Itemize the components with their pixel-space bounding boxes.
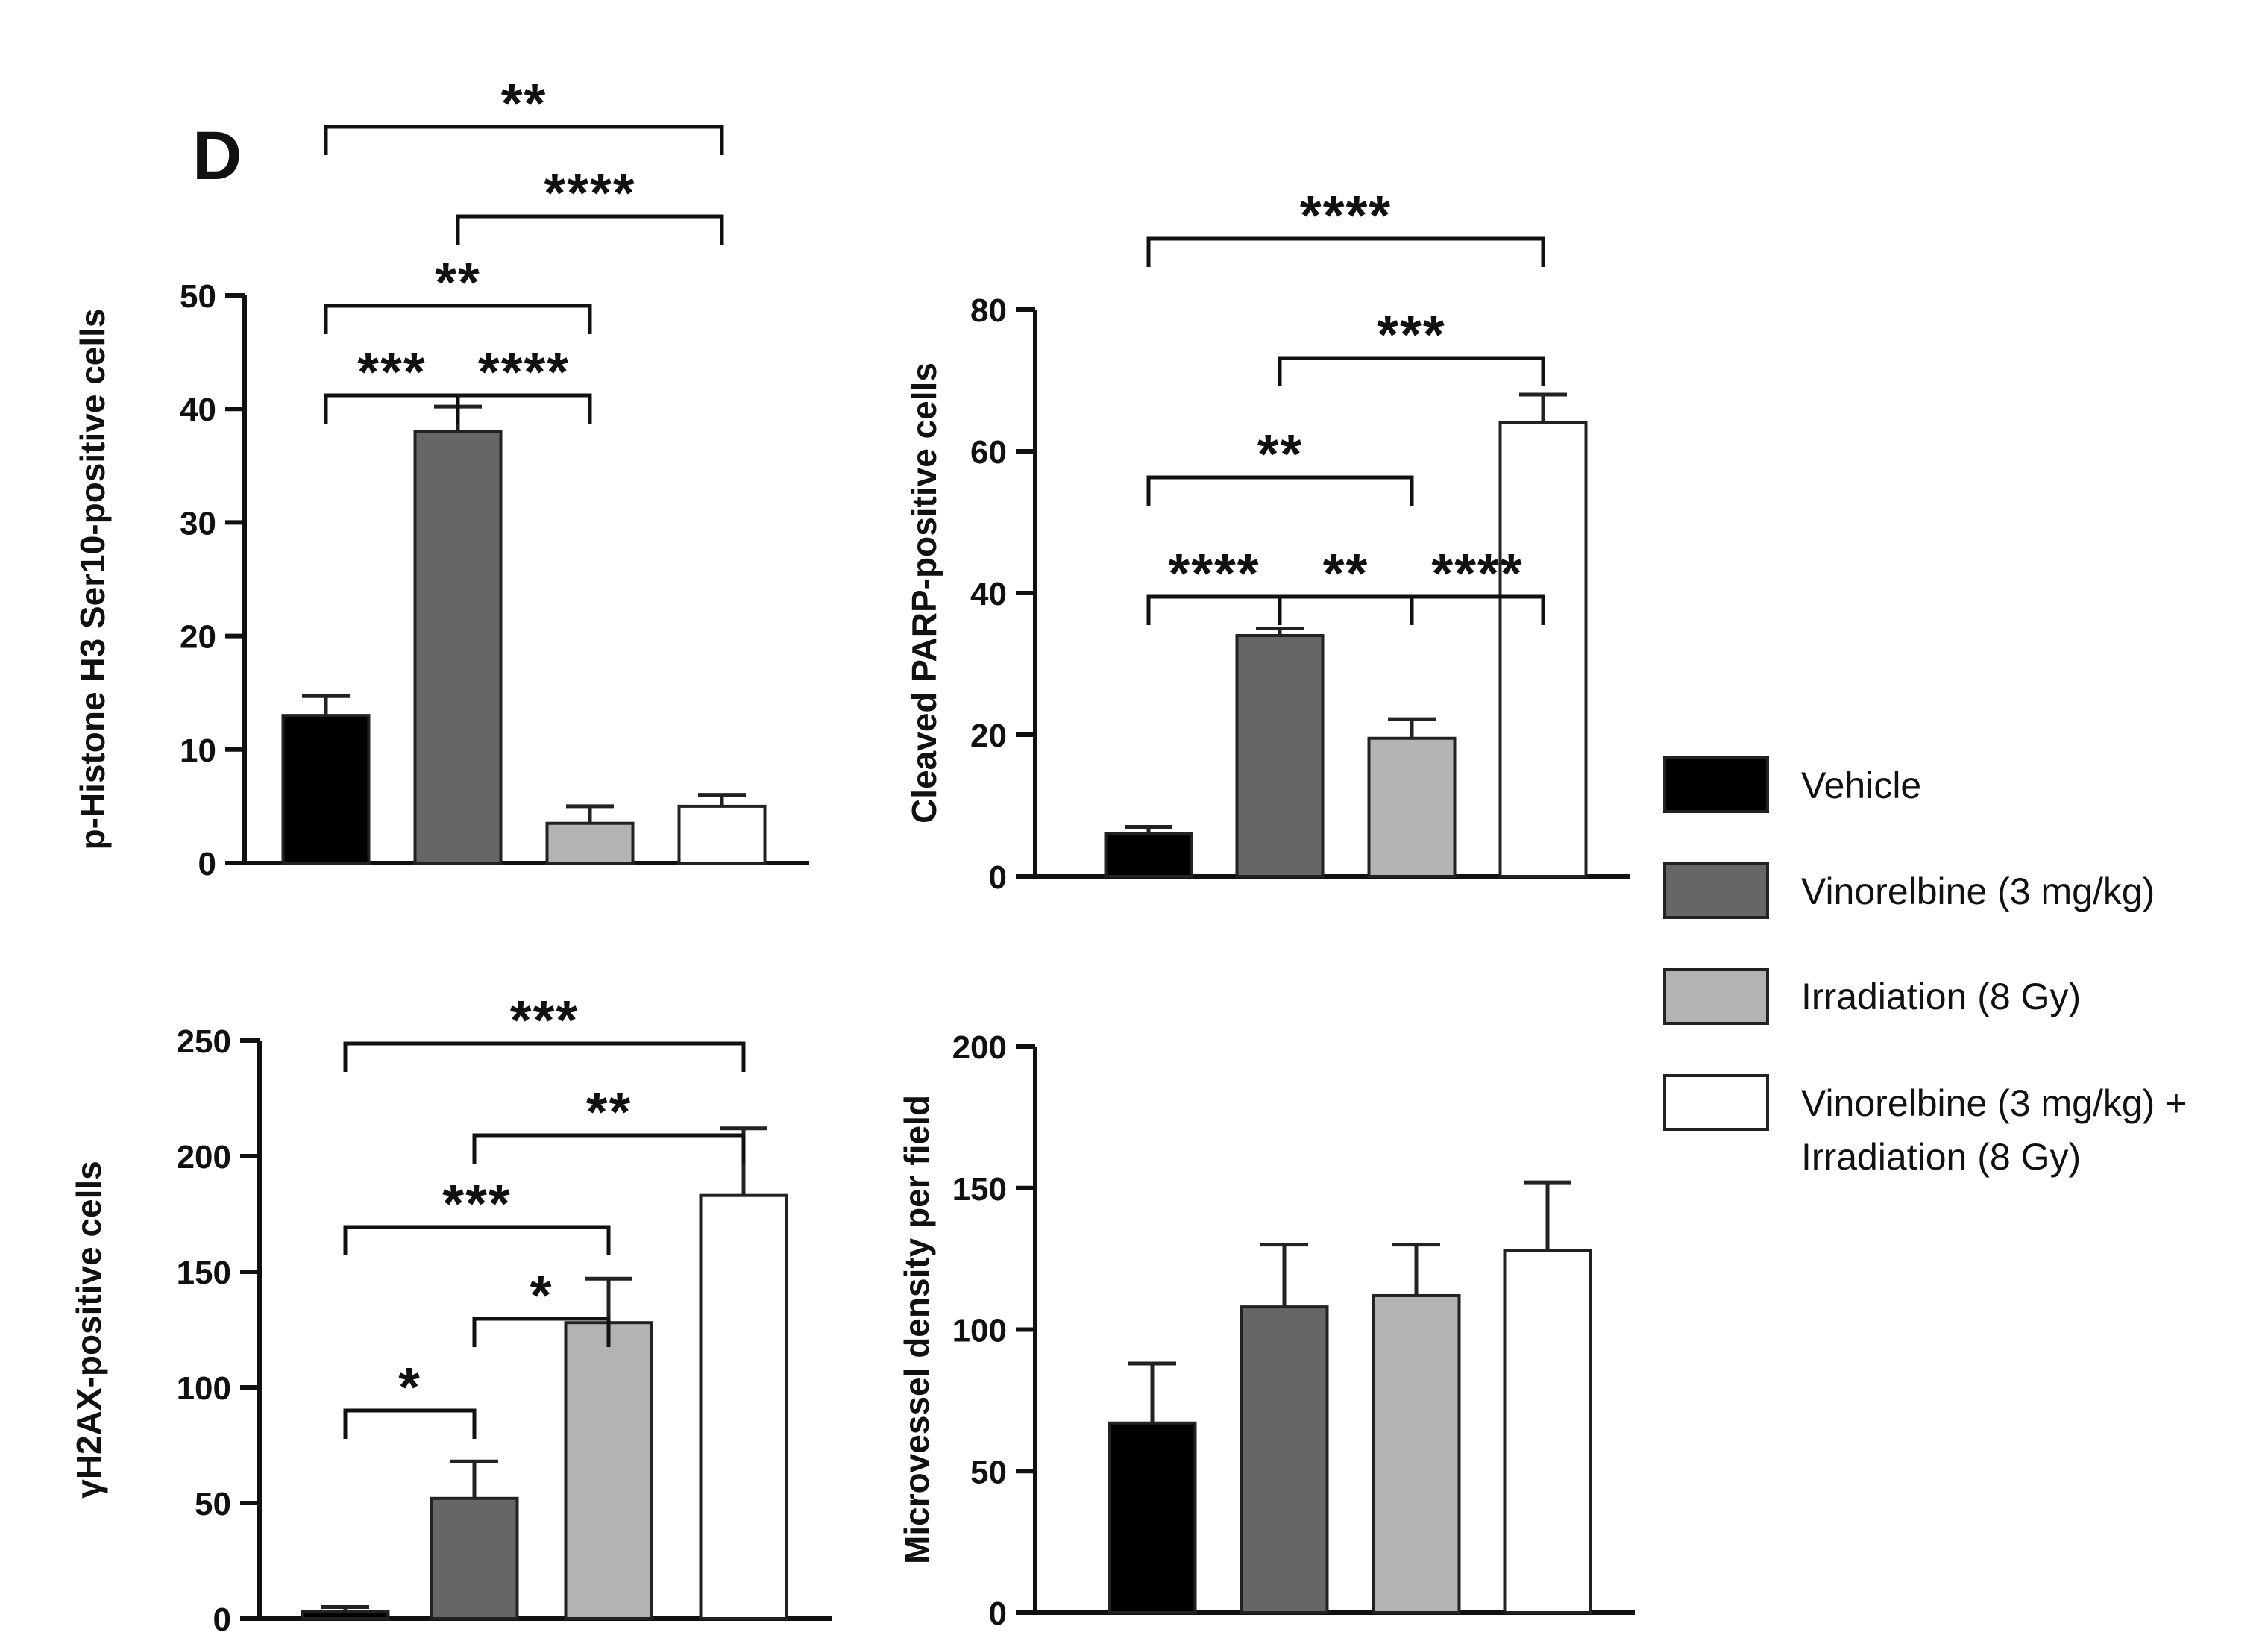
legend: Vehicle Vinorelbine (3 mg/kg) Irradiatio… bbox=[1663, 756, 2187, 1178]
h2ax-tick-label-150: 150 bbox=[177, 1255, 231, 1291]
phh3-significance-4: ** bbox=[501, 72, 547, 134]
phh3-y-axis-title: p-Histone H3 Ser10-positive cells bbox=[73, 308, 112, 850]
mvd-y-axis-title: Microvessel density per field bbox=[897, 1095, 936, 1564]
mvd-bar-vehicle bbox=[1108, 1421, 1197, 1614]
parp-tick-label-60: 60 bbox=[970, 434, 1007, 471]
mvd-tick-label-150: 150 bbox=[952, 1171, 1007, 1208]
parp-bar-vehicle bbox=[1104, 832, 1193, 878]
mvd-tick-label-200: 200 bbox=[952, 1029, 1007, 1066]
h2ax-bracket-1 bbox=[472, 1317, 611, 1347]
h2ax-bracket-0 bbox=[343, 1408, 477, 1439]
mvd-tick-label-100: 100 bbox=[952, 1313, 1007, 1349]
h2ax-tick-label-50: 50 bbox=[195, 1486, 231, 1522]
phh3-bar-combination bbox=[677, 804, 767, 865]
phh3-tick-label-0: 0 bbox=[198, 846, 216, 882]
phh3-bracket-4 bbox=[324, 125, 724, 155]
legend-swatch-vinorelbine bbox=[1663, 862, 1769, 919]
phh3-bracket-2 bbox=[324, 304, 592, 334]
phh3-tick-label-30: 30 bbox=[180, 505, 216, 542]
mvd-tick-label-0: 0 bbox=[989, 1596, 1007, 1632]
parp-bracket-4 bbox=[1278, 356, 1545, 386]
legend-label-vehicle: Vehicle bbox=[1801, 765, 1921, 806]
parp-significance-0: **** bbox=[1168, 542, 1260, 604]
legend-label-combination-line2: Irradiation (8 Gy) bbox=[1801, 1136, 2081, 1178]
phh3-tick-label-10: 10 bbox=[180, 732, 216, 769]
legend-swatch-combination bbox=[1663, 1074, 1769, 1131]
mvd-chart: 0 50 100 150 200 Microvessel density per fiel… bbox=[897, 1029, 1635, 1632]
phh3-tick-label-50: 50 bbox=[180, 278, 216, 315]
phh3-tick-label-40: 40 bbox=[180, 392, 216, 428]
parp-tick-label-40: 40 bbox=[970, 576, 1007, 612]
phh3-bracket-1 bbox=[456, 393, 592, 424]
panel-letter: D bbox=[192, 118, 242, 194]
h2ax-bar-combination bbox=[699, 1193, 788, 1620]
phh3-bar-vinorelbine bbox=[413, 430, 503, 865]
parp-y-axis-title: Cleaved PARP-positive cells bbox=[905, 363, 943, 823]
h2ax-bar-irradiation bbox=[564, 1321, 653, 1620]
h2ax-bracket-4 bbox=[343, 1041, 746, 1072]
phh3-bar-vehicle bbox=[281, 714, 371, 865]
parp-tick-label-80: 80 bbox=[970, 292, 1007, 329]
parp-bracket-3 bbox=[1410, 594, 1545, 625]
legend-swatch-vehicle bbox=[1663, 756, 1769, 813]
phh3-significance-3: **** bbox=[544, 162, 635, 224]
parp-bracket-5 bbox=[1146, 236, 1545, 267]
h2ax-tick-label-250: 250 bbox=[177, 1023, 231, 1060]
h2ax-bar-vinorelbine bbox=[430, 1496, 519, 1621]
legend-swatch-irradiation bbox=[1663, 968, 1769, 1025]
phh3-bar-irradiation bbox=[545, 821, 635, 865]
parp-bar-irradiation bbox=[1367, 736, 1457, 878]
parp-bracket-2 bbox=[1146, 475, 1414, 506]
parp-significance-1: ** bbox=[1323, 542, 1369, 604]
parp-significance-3: **** bbox=[1431, 542, 1523, 604]
phh3-significance-1: **** bbox=[478, 341, 570, 403]
parp-tick-label-0: 0 bbox=[989, 859, 1007, 896]
h2ax-tick-label-200: 200 bbox=[177, 1139, 231, 1176]
phh3-tick-label-20: 20 bbox=[180, 619, 216, 656]
mvd-bar-irradiation bbox=[1372, 1293, 1461, 1614]
h2ax-significance-2: *** bbox=[442, 1173, 511, 1234]
mvd-bar-combination bbox=[1503, 1249, 1592, 1614]
parp-significance-5: **** bbox=[1300, 184, 1392, 246]
h2ax-bar-vehicle bbox=[301, 1610, 390, 1620]
mvd-tick-label-50: 50 bbox=[970, 1454, 1007, 1490]
parp-significance-2: ** bbox=[1257, 423, 1304, 485]
h2ax-bracket-2 bbox=[343, 1225, 611, 1255]
parp-significance-4: *** bbox=[1377, 304, 1445, 365]
h2ax-significance-0: * bbox=[398, 1356, 421, 1418]
h2ax-significance-3: ** bbox=[586, 1081, 632, 1143]
h2ax-tick-label-100: 100 bbox=[177, 1370, 231, 1407]
mvd-bar-vinorelbine bbox=[1240, 1305, 1329, 1614]
legend-label-combination-line1: Vinorelbine (3 mg/kg) + bbox=[1801, 1082, 2187, 1124]
parp-tick-label-20: 20 bbox=[970, 718, 1007, 754]
h2ax-y-axis-title: γH2AX-positive cells bbox=[69, 1161, 108, 1499]
legend-label-vinorelbine: Vinorelbine (3 mg/kg) bbox=[1801, 870, 2155, 912]
parp-bar-combination bbox=[1498, 421, 1588, 878]
phh3-significance-2: ** bbox=[435, 251, 481, 313]
parp-bar-vinorelbine bbox=[1235, 634, 1325, 878]
h2ax-tick-label-0: 0 bbox=[213, 1601, 231, 1638]
h2ax-bracket-3 bbox=[472, 1133, 746, 1164]
phh3-chart: 0 10 20 30 40 50 p-Histone H3 Ser10-positive c… bbox=[73, 72, 809, 882]
phh3-bracket-3 bbox=[456, 214, 724, 245]
legend-label-irradiation: Irradiation (8 Gy) bbox=[1801, 976, 2081, 1017]
h2ax-significance-1: * bbox=[530, 1264, 553, 1326]
phh3-significance-0: *** bbox=[357, 341, 426, 403]
h2ax-significance-4: *** bbox=[510, 989, 579, 1051]
